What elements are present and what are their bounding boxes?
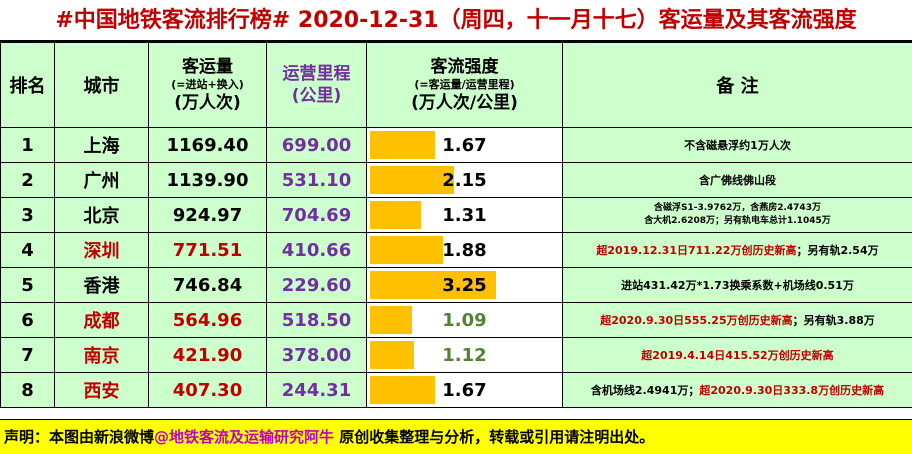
intensity-bar <box>370 201 421 229</box>
intensity-value: 1.67 <box>442 379 487 401</box>
intensity-value: 1.67 <box>442 134 487 156</box>
rank-cell: 2 <box>0 162 55 198</box>
intensity-bar <box>370 131 435 159</box>
length-cell: 410.66 <box>266 232 367 268</box>
intensity-cell: 1.12 <box>366 337 563 373</box>
note-text: 超2020.9.30日555.25万创历史新高 <box>600 314 793 327</box>
volume-cell: 407.30 <box>148 372 267 408</box>
note-text: 超2019.12.31日711.22万创历史新高 <box>596 244 797 257</box>
intensity-bar <box>370 341 414 369</box>
intensity-cell: 1.88 <box>366 232 563 268</box>
rank-cell: 8 <box>0 372 55 408</box>
table-row: 1 上海 1169.40 699.00 1.67 不含磁悬浮约1万人次 <box>0 127 912 163</box>
length-cell: 378.00 <box>266 337 367 373</box>
city-cell: 广州 <box>54 162 149 198</box>
table-row: 7 南京 421.90 378.00 1.12 超2019.4.14日415.52万创历史… <box>0 337 912 373</box>
note-text: 含广佛线佛山段 <box>699 174 776 187</box>
intensity-value: 1.31 <box>442 204 487 226</box>
header-row: 排名 城市 客运量 (=进站+换入) (万人次) 运营里程 (公里) 客流强度 … <box>0 42 912 128</box>
note-cell: 超2019.4.14日415.52万创历史新高 <box>562 337 912 373</box>
volume-cell: 924.97 <box>148 197 267 233</box>
table-row: 8 西安 407.30 244.31 1.67 含机场线2.4941万；超2020.9.3… <box>0 372 912 408</box>
intensity-cell: 3.25 <box>366 267 563 303</box>
rank-cell: 1 <box>0 127 55 163</box>
length-cell: 699.00 <box>266 127 367 163</box>
intensity-value: 3.25 <box>442 274 487 296</box>
page-title: #中国地铁客流排行榜# 2020-12-31（周四，十一月十七）客运量及其客流强… <box>0 0 912 42</box>
length-cell: 244.31 <box>266 372 367 408</box>
length-cell: 531.10 <box>266 162 367 198</box>
note-text: 进站431.42万*1.73换乘系数+机场线0.51万 <box>621 279 854 292</box>
note-line: 含磁浮S1-3.9762万，含燕房2.4743万 <box>654 203 821 213</box>
table-row: 3 北京 924.97 704.69 1.31 含磁浮S1-3.9762万，含燕房2.47… <box>0 197 912 233</box>
intensity-bar <box>370 271 496 299</box>
note-line: 含大机2.6208万；另有轨电车总计1.1045万 <box>644 216 831 226</box>
table-row: 2 广州 1139.90 531.10 2.15 含广佛线佛山段 <box>0 162 912 198</box>
intensity-cell: 1.31 <box>366 197 563 233</box>
city-cell: 南京 <box>54 337 149 373</box>
header-volume: 客运量 (=进站+换入) (万人次) <box>148 42 267 128</box>
note-cell: 进站431.42万*1.73换乘系数+机场线0.51万 <box>562 267 912 303</box>
intensity-cell: 1.67 <box>366 372 563 408</box>
note-cell: 超2019.12.31日711.22万创历史新高；另有轨2.54万 <box>562 232 912 268</box>
header-length: 运营里程 (公里) <box>266 42 367 128</box>
note-cell: 含磁浮S1-3.9762万，含燕房2.4743万 含大机2.6208万；另有轨电车… <box>562 197 912 233</box>
footer-handle: @地铁客流及运输研究阿牛 <box>154 428 335 446</box>
intensity-bar <box>370 306 412 334</box>
intensity-value: 1.09 <box>442 309 487 331</box>
volume-cell: 564.96 <box>148 302 267 338</box>
intensity-cell: 2.15 <box>366 162 563 198</box>
city-cell: 深圳 <box>54 232 149 268</box>
table-row: 5 香港 746.84 229.60 3.25 进站431.42万*1.73换乘系数+机场… <box>0 267 912 303</box>
rank-cell: 6 <box>0 302 55 338</box>
intensity-value: 1.12 <box>442 344 487 366</box>
length-cell: 229.60 <box>266 267 367 303</box>
note-text: ；另有轨3.88万 <box>792 314 875 327</box>
note-text: 超2020.9.30日333.8万创历史新高 <box>699 384 885 397</box>
volume-cell: 1169.40 <box>148 127 267 163</box>
note-cell: 含机场线2.4941万；超2020.9.30日333.8万创历史新高 <box>562 372 912 408</box>
note-text: 不含磁悬浮约1万人次 <box>684 139 791 152</box>
header-city: 城市 <box>54 42 149 128</box>
note-cell: 不含磁悬浮约1万人次 <box>562 127 912 163</box>
rank-cell: 3 <box>0 197 55 233</box>
intensity-bar <box>370 376 435 404</box>
rank-cell: 4 <box>0 232 55 268</box>
note-text: 含机场线2.4941万； <box>590 384 700 397</box>
footer-statement: 声明：本图由新浪微博@地铁客流及运输研究阿牛 原创收集整理与分析，转载或引用请注… <box>0 419 912 454</box>
intensity-value: 1.88 <box>442 239 487 261</box>
length-cell: 704.69 <box>266 197 367 233</box>
intensity-cell: 1.67 <box>366 127 563 163</box>
city-cell: 上海 <box>54 127 149 163</box>
footer-suffix: 原创收集整理与分析，转载或引用请注明出处。 <box>334 428 655 446</box>
city-cell: 香港 <box>54 267 149 303</box>
note-text: 超2019.4.14日415.52万创历史新高 <box>641 349 834 362</box>
header-intensity: 客流强度 (=客运量/运营里程) (万人次/公里) <box>366 42 563 128</box>
header-rank: 排名 <box>0 42 55 128</box>
volume-cell: 1139.90 <box>148 162 267 198</box>
volume-cell: 421.90 <box>148 337 267 373</box>
footer-prefix: 声明：本图由新浪微博 <box>4 428 155 446</box>
note-cell: 超2020.9.30日555.25万创历史新高；另有轨3.88万 <box>562 302 912 338</box>
rank-cell: 7 <box>0 337 55 373</box>
city-cell: 北京 <box>54 197 149 233</box>
volume-cell: 746.84 <box>148 267 267 303</box>
table-row: 4 深圳 771.51 410.66 1.88 超2019.12.31日711.22万创历… <box>0 232 912 268</box>
intensity-bar <box>370 236 443 264</box>
header-note: 备 注 <box>562 42 912 128</box>
ranking-table: 排名 城市 客运量 (=进站+换入) (万人次) 运营里程 (公里) 客流强度 … <box>0 42 912 408</box>
note-cell: 含广佛线佛山段 <box>562 162 912 198</box>
volume-cell: 771.51 <box>148 232 267 268</box>
intensity-cell: 1.09 <box>366 302 563 338</box>
rank-cell: 5 <box>0 267 55 303</box>
city-cell: 成都 <box>54 302 149 338</box>
note-text: ；另有轨2.54万 <box>796 244 879 257</box>
intensity-bar <box>370 166 454 194</box>
length-cell: 518.50 <box>266 302 367 338</box>
city-cell: 西安 <box>54 372 149 408</box>
table-row: 6 成都 564.96 518.50 1.09 超2020.9.30日555.25万创历史… <box>0 302 912 338</box>
intensity-value: 2.15 <box>442 169 487 191</box>
